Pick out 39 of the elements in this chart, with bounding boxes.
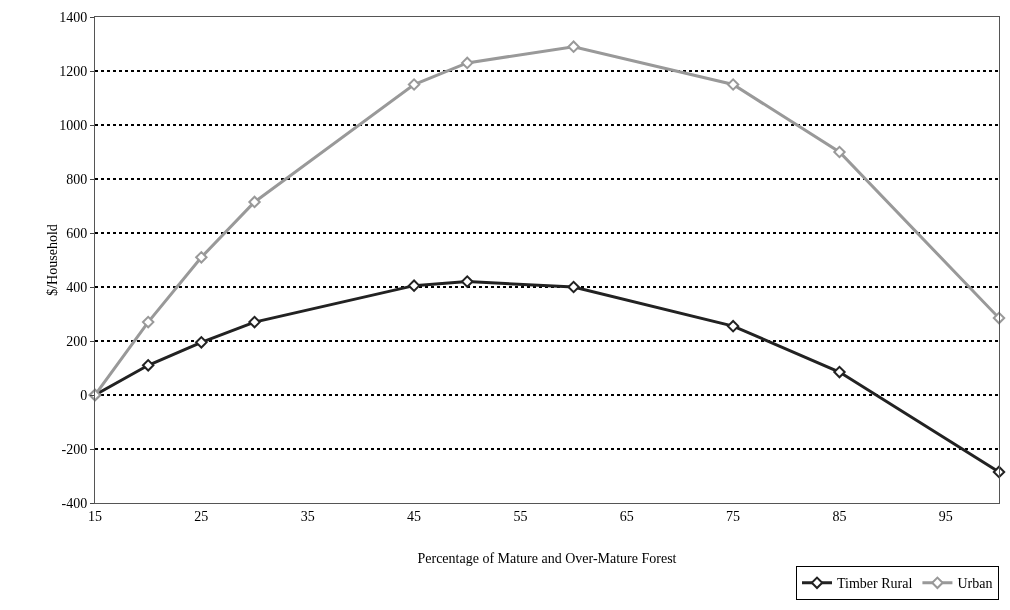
- x-tick-label: 45: [407, 508, 422, 524]
- x-tick-label: 95: [938, 508, 953, 524]
- x-axis-title: Percentage of Mature and Over-Mature Forest: [417, 551, 677, 567]
- point: [567, 40, 580, 53]
- x-tick-label: 35: [300, 508, 315, 524]
- point: [833, 145, 846, 159]
- legend-label: Urban: [957, 576, 993, 592]
- point: [833, 365, 846, 379]
- point: [195, 251, 208, 264]
- point: [726, 78, 740, 91]
- point: [461, 56, 474, 70]
- y-tick-label: 1400: [59, 9, 88, 25]
- point: [407, 279, 421, 292]
- y-tick-label: 400: [66, 279, 88, 295]
- y-axis-title: $/Household: [45, 224, 60, 296]
- point: [141, 315, 155, 329]
- y-tick-label: 800: [66, 171, 88, 187]
- x-tick-label: 85: [832, 508, 847, 524]
- x-tick-label: 65: [619, 508, 634, 524]
- y-tick-label: -400: [61, 495, 88, 511]
- point: [726, 319, 740, 333]
- y-tick-label: 200: [66, 333, 88, 349]
- y-tick-label: 0: [80, 387, 88, 403]
- point: [248, 315, 261, 329]
- y-tick-label: 1200: [59, 63, 88, 79]
- point: [567, 280, 580, 294]
- x-tick-label: 25: [194, 508, 209, 524]
- y-tick-label: -200: [61, 441, 88, 457]
- legend-label: Timber Rural: [837, 576, 913, 592]
- point: [461, 275, 474, 288]
- y-tick-label: 600: [66, 225, 88, 241]
- point: [407, 78, 421, 91]
- y-tick-label: 1000: [59, 117, 88, 133]
- x-tick-label: 15: [88, 508, 102, 524]
- point: [248, 195, 261, 209]
- point: [141, 359, 155, 372]
- x-tick-label: 55: [513, 508, 528, 524]
- point: [195, 336, 208, 349]
- x-tick-label: 75: [726, 508, 741, 524]
